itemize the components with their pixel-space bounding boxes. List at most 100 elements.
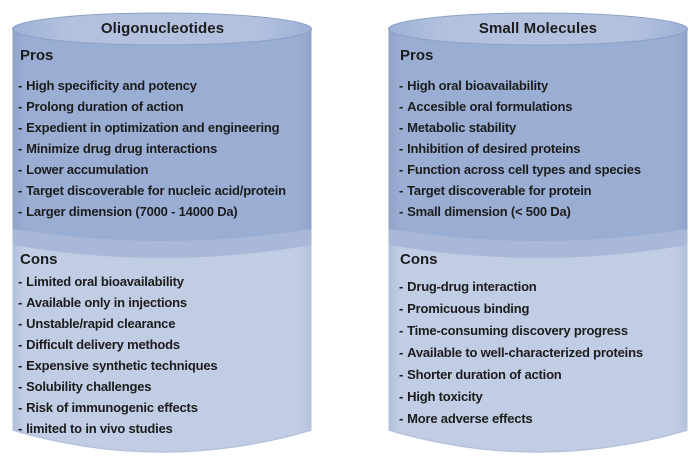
list-item: - Target discoverable for nucleic acid/pr… <box>18 180 311 201</box>
list-item-marker: - <box>18 162 23 177</box>
list-item-marker: - <box>18 316 23 331</box>
list-item: - Risk of immunogenic effects <box>18 397 311 418</box>
list-item-text: Minimize drug drug interactions <box>26 141 218 156</box>
list-item-marker: - <box>18 295 23 310</box>
list-item-text: Lower accumulation <box>26 162 149 177</box>
list-item-text: Expensive synthetic techniques <box>26 358 218 373</box>
pros-heading-oligonucleotides: Pros <box>20 47 54 64</box>
list-item-text: High specificity and potency <box>26 78 197 93</box>
list-item-text: Drug-drug interaction <box>407 279 537 294</box>
list-item-marker: - <box>18 141 23 156</box>
list-item: - Target discoverable for protein <box>399 180 686 201</box>
list-item-marker: - <box>18 99 23 114</box>
list-item-text: Target discoverable for protein <box>407 183 592 198</box>
list-item-text: Available to well-characterized proteins <box>407 345 643 360</box>
list-item-marker: - <box>18 358 23 373</box>
list-item-text: Risk of immunogenic effects <box>26 400 198 415</box>
list-item-marker: - <box>399 367 404 382</box>
column-title-oligonucleotides: Oligonucleotides <box>100 20 225 37</box>
list-item: - High specificity and potency <box>18 75 311 96</box>
list-item-marker: - <box>399 345 404 360</box>
list-item-text: More adverse effects <box>407 411 533 426</box>
list-item-marker: - <box>399 78 404 93</box>
list-item-text: limited to in vivo studies <box>26 421 173 436</box>
column-title-small-molecules: Small Molecules <box>478 20 598 37</box>
list-item-text: Larger dimension (7000 - 14000 Da) <box>26 204 238 219</box>
list-item-text: Small dimension (< 500 Da) <box>407 204 571 219</box>
pros-heading-small-molecules: Pros <box>400 47 434 64</box>
list-item: - Larger dimension (7000 - 14000 Da) <box>18 201 311 222</box>
list-item: - Lower accumulation <box>18 159 311 180</box>
list-item: - Shorter duration of action <box>399 364 686 386</box>
list-item-marker: - <box>18 78 23 93</box>
list-item: - Available to well-characterized protein… <box>399 342 686 364</box>
list-item-text: Difficult delivery methods <box>26 337 180 352</box>
list-item-marker: - <box>399 120 404 135</box>
list-item-marker: - <box>18 379 23 394</box>
list-item-marker: - <box>399 279 404 294</box>
list-item-text: Prolong duration of action <box>26 99 184 114</box>
list-item-text: Function across cell types and species <box>407 162 641 177</box>
list-item: - Minimize drug drug interactions <box>18 138 311 159</box>
list-item: - Promicuous binding <box>399 298 686 320</box>
list-item-text: Shorter duration of action <box>407 367 562 382</box>
list-item-marker: - <box>18 400 23 415</box>
pros-list-oligonucleotides: - High specificity and potency - Prolong d… <box>12 75 313 222</box>
list-item-marker: - <box>399 389 404 404</box>
list-item: - Small dimension (< 500 Da) <box>399 201 686 222</box>
list-item-marker: - <box>18 204 23 219</box>
list-item: - Solubility challenges <box>18 376 311 397</box>
list-item-marker: - <box>18 337 23 352</box>
list-item-marker: - <box>18 274 23 289</box>
list-item-text: Metabolic stability <box>407 120 517 135</box>
list-item-text: Available only in injections <box>26 295 187 310</box>
list-item: - Prolong duration of action <box>18 96 311 117</box>
cons-list-oligonucleotides: - Limited oral bioavailability - Available… <box>12 271 313 439</box>
small-molecules-column: Small Molecules Pros - High oral bioavail… <box>388 0 688 460</box>
list-item: - Time-consuming discovery progress <box>399 320 686 342</box>
list-item: - Available only in injections <box>18 292 311 313</box>
list-item-text: Limited oral bioavailability <box>26 274 184 289</box>
list-item-text: Inhibition of desired proteins <box>407 141 581 156</box>
list-item-text: Target discoverable for nucleic acid/pro… <box>26 183 286 198</box>
list-item-text: Unstable/rapid clearance <box>26 316 176 331</box>
list-item-text: High toxicity <box>407 389 483 404</box>
list-item-text: Time-consuming discovery progress <box>407 323 628 338</box>
list-item-text: Promicuous binding <box>407 301 530 316</box>
list-item-marker: - <box>18 421 23 436</box>
list-item: - High oral bioavailability <box>399 75 686 96</box>
list-item-text: Accesible oral formulations <box>407 99 573 114</box>
list-item-text: Expedient in optimization and engineerin… <box>26 120 280 135</box>
cons-heading-oligonucleotides: Cons <box>20 251 58 268</box>
cons-list-small-molecules: - Drug-drug interaction - Promicuous bindi… <box>388 276 688 430</box>
list-item: - Inhibition of desired proteins <box>399 138 686 159</box>
oligonucleotides-column: Oligonucleotides Pros - High specificity … <box>12 0 313 460</box>
list-item: - Function across cell types and species <box>399 159 686 180</box>
list-item: - Difficult delivery methods <box>18 334 311 355</box>
list-item-marker: - <box>399 204 404 219</box>
list-item-text: Solubility challenges <box>26 379 152 394</box>
list-item: - High toxicity <box>399 386 686 408</box>
list-item-marker: - <box>399 162 404 177</box>
list-item-marker: - <box>399 301 404 316</box>
list-item-marker: - <box>399 183 404 198</box>
list-item-marker: - <box>399 99 404 114</box>
list-item: - Drug-drug interaction <box>399 276 686 298</box>
list-item-marker: - <box>18 183 23 198</box>
list-item: - More adverse effects <box>399 408 686 430</box>
list-item-marker: - <box>399 323 404 338</box>
cons-heading-small-molecules: Cons <box>400 251 438 268</box>
list-item: - Unstable/rapid clearance <box>18 313 311 334</box>
list-item-marker: - <box>18 120 23 135</box>
list-item: - Metabolic stability <box>399 117 686 138</box>
list-item: - Expedient in optimization and engineeri… <box>18 117 311 138</box>
list-item-marker: - <box>399 141 404 156</box>
list-item: - Expensive synthetic techniques <box>18 355 311 376</box>
list-item: - Accesible oral formulations <box>399 96 686 117</box>
pros-list-small-molecules: - High oral bioavailability - Accesible or… <box>388 75 688 222</box>
list-item-text: High oral bioavailability <box>407 78 549 93</box>
list-item: - limited to in vivo studies <box>18 418 311 439</box>
list-item: - Limited oral bioavailability <box>18 271 311 292</box>
list-item-marker: - <box>399 411 404 426</box>
